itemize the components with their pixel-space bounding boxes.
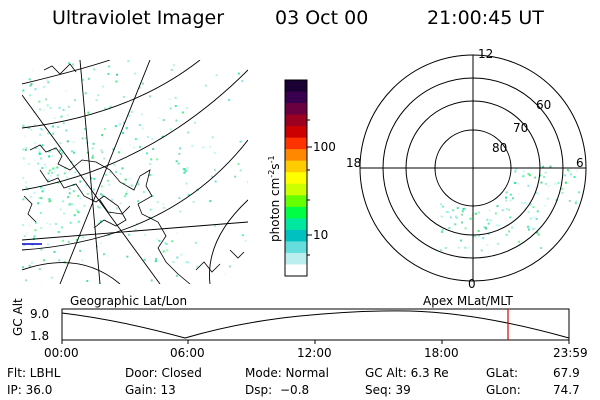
mlat-label-60: 60 [536, 98, 552, 112]
colorbar-band [285, 91, 307, 104]
timeline-ymax: 9.0 [30, 307, 50, 321]
mode-label: Mode: Normal [245, 366, 329, 380]
dsp-value: −0.8 [280, 383, 310, 397]
timeline-tick-0600: 06:00 [170, 346, 205, 360]
mlat-label-80: 80 [492, 141, 508, 155]
mlat-label-70: 70 [513, 121, 529, 135]
date-label: 03 Oct 00 [275, 7, 369, 29]
glat-label: GLat: [486, 366, 519, 380]
colorbar-band [285, 172, 307, 185]
filter-label: Flt: LBHL [7, 366, 61, 380]
colorbar-band [285, 229, 307, 243]
door-label: Door: Closed [125, 366, 202, 380]
coastlines [23, 63, 245, 284]
dsp-label: Dsp: [245, 383, 273, 397]
colorbar-band [285, 160, 307, 173]
colorbar-band [285, 183, 307, 196]
timeline-ymin: 1.8 [30, 329, 50, 343]
timeline-ylabel: GC Alt [11, 298, 25, 336]
colorbar-tick-label-100: 100 [313, 140, 336, 154]
glon-label: GLon: [486, 383, 521, 397]
timeline-frame [61, 308, 570, 341]
glon-value: 74.7 [553, 383, 580, 397]
colorbar-tick-label-10: 10 [313, 228, 329, 242]
seq-label: Seq: 39 [365, 383, 411, 397]
timeline-right-title: Apex MLat/MLT [423, 294, 513, 308]
time-label: 21:00:45 UT [427, 7, 544, 29]
colorbar-gradient [285, 80, 307, 277]
colorbar-band [285, 137, 307, 150]
colorbar-band [285, 206, 307, 219]
map-grid [22, 60, 248, 284]
colorbar-band [285, 252, 307, 266]
timeline-ticks [61, 340, 570, 344]
colorbar-band [285, 103, 307, 116]
ip-label: IP: 36.0 [7, 383, 53, 397]
colorbar-band [285, 264, 307, 277]
colorbar-band [285, 126, 307, 139]
colorbar-band [285, 241, 307, 254]
colorbar-band [285, 218, 307, 231]
timeline-left-title: Geographic Lat/Lon [70, 294, 188, 308]
colorbar-band [285, 114, 307, 127]
instrument-title: Ultraviolet Imager [52, 7, 225, 29]
mlt-label-0: 0 [468, 277, 476, 291]
colorbar-band [285, 80, 307, 93]
timeline-tick-1800: 18:00 [424, 346, 459, 360]
aurora-speckle-geographic [22, 60, 248, 284]
glat-value: 67.9 [553, 366, 580, 380]
timeline-tick-2359: 23:59 [553, 346, 588, 360]
colorbar-band [285, 195, 307, 208]
timeline-tick-0000: 00:00 [44, 346, 79, 360]
mlt-label-6: 6 [576, 156, 584, 170]
mlt-label-18: 18 [346, 156, 362, 170]
gain-label: Gain: 13 [125, 383, 176, 397]
timeline-tick-1200: 12:00 [297, 346, 332, 360]
mlt-label-12: 12 [478, 47, 494, 61]
altitude-curve [61, 310, 570, 339]
colorbar-band [285, 149, 307, 162]
aurora-speckle-polar [440, 165, 581, 252]
gc-alt-label: GC Alt: 6.3 Re [365, 366, 449, 380]
